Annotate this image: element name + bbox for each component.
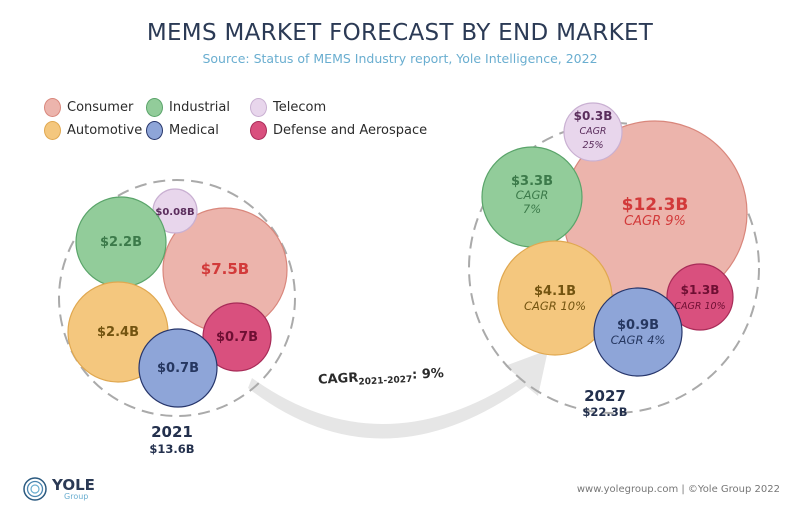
- bubble-medical-2027: [593, 287, 683, 377]
- legend-swatch-consumer: [44, 98, 61, 117]
- legend-item-telecom: Telecom: [250, 98, 326, 117]
- total-label-2021: $13.6B: [149, 442, 194, 456]
- value-label-automotive-2021: $2.4B: [97, 325, 139, 340]
- legend-label: Medical: [169, 123, 219, 138]
- bubble-defense-and-aerospace-2027: [666, 263, 734, 331]
- year-label-2021: 2021: [151, 423, 193, 441]
- logo-text: YOLE: [52, 475, 95, 494]
- legend-swatch-automotive: [44, 121, 61, 140]
- legend-item-consumer: Consumer: [44, 98, 133, 117]
- value-label-consumer-2021: $7.5B: [201, 260, 249, 278]
- value-label-defense-and-aerospace-2021: $0.7B: [216, 330, 258, 345]
- overall-cagr-label: CAGR2021-2027: 9%: [318, 366, 445, 390]
- total-market-outline: [468, 122, 760, 414]
- cagr-label-consumer: CAGR 9%: [624, 214, 686, 229]
- legend-swatch-telecom: [250, 98, 267, 117]
- cagr-label-automotive: CAGR 10%: [524, 299, 586, 313]
- bubble-telecom-2027: [563, 102, 623, 162]
- yole-logo[interactable]: YOLE Group: [22, 476, 95, 502]
- value-label-telecom-2027: $0.3B: [574, 109, 613, 123]
- yole-logo-icon: [23, 477, 47, 501]
- value-label-medical-2027: $0.9B: [617, 318, 659, 333]
- logo-subtext: Group: [64, 491, 89, 501]
- legend-label: Consumer: [67, 100, 134, 115]
- cagr-label-medical: CAGR 4%: [611, 333, 666, 347]
- year-label-2027: 2027: [584, 387, 626, 405]
- value-label-consumer-2027: $12.3B: [622, 195, 689, 215]
- chart-subtitle: Source: Status of MEMS Industry report, …: [202, 51, 598, 66]
- legend-label: Defense and Aerospace: [273, 123, 428, 138]
- footer-credit[interactable]: www.yolegroup.com | ©Yole Group 2022: [576, 484, 780, 495]
- legend-label: Automotive: [67, 123, 143, 138]
- growth-arrow: [248, 350, 548, 439]
- cagr-label-defense-and-aerospace: CAGR 10%: [674, 301, 725, 312]
- legend-item-defense-and-aerospace: Defense and Aerospace: [250, 121, 427, 140]
- chart-title: MEMS MARKET FORECAST BY END MARKET: [146, 20, 654, 46]
- value-label-industrial-2027: $3.3B: [511, 174, 553, 189]
- legend-label: Telecom: [273, 100, 327, 115]
- bubble-group-2021: $7.5B $0.08B $2.2B $2.4B $0.7B $0.7B 2021$13.6…: [58, 179, 296, 456]
- total-market-outline: [58, 179, 296, 417]
- value-label-medical-2021: $0.7B: [157, 361, 199, 376]
- legend-swatch-medical: [146, 121, 163, 140]
- value-label-defense-and-aerospace-2027: $1.3B: [681, 283, 720, 297]
- bubble-medical-2021: [138, 328, 218, 408]
- legend-swatch-industrial: [146, 98, 163, 117]
- legend-item-industrial: Industrial: [146, 98, 230, 117]
- bubble-defense-and-aerospace-2021: [202, 302, 272, 372]
- total-label-2027: $22.3B: [582, 405, 627, 419]
- value-label-automotive-2027: $4.1B: [534, 284, 576, 299]
- legend-label: Industrial: [169, 100, 230, 115]
- value-label-telecom-2021: $0.08B: [155, 207, 194, 218]
- value-label-industrial-2021: $2.2B: [100, 235, 142, 250]
- legend-item-medical: Medical: [146, 121, 219, 140]
- legend-item-automotive: Automotive: [44, 121, 142, 140]
- legend-swatch-defense-and-aerospace: [250, 121, 267, 140]
